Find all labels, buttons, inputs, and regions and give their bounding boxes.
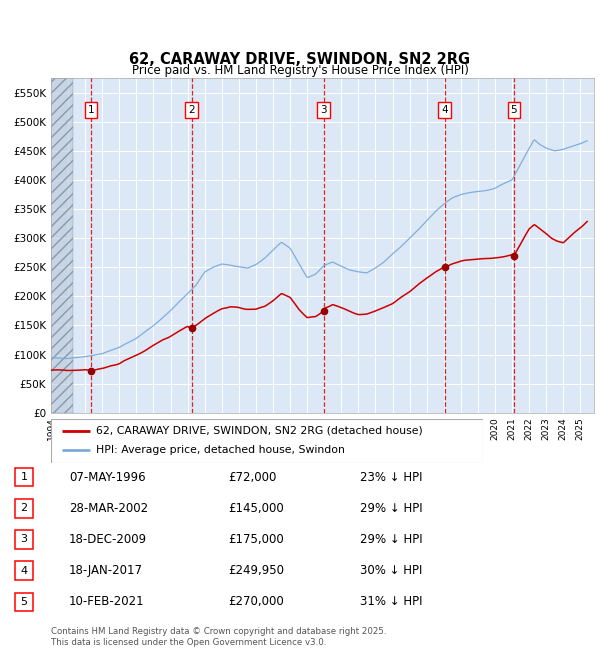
Text: 18-DEC-2009: 18-DEC-2009: [69, 533, 147, 546]
Text: 3: 3: [320, 105, 327, 115]
Text: 3: 3: [20, 534, 28, 545]
Text: Contains HM Land Registry data © Crown copyright and database right 2025.
This d: Contains HM Land Registry data © Crown c…: [51, 627, 386, 647]
Text: £72,000: £72,000: [228, 471, 277, 484]
Text: 29% ↓ HPI: 29% ↓ HPI: [360, 502, 422, 515]
Text: £249,950: £249,950: [228, 564, 284, 577]
Text: 1: 1: [20, 472, 28, 482]
Text: 18-JAN-2017: 18-JAN-2017: [69, 564, 143, 577]
Text: 10-FEB-2021: 10-FEB-2021: [69, 595, 145, 608]
Text: £145,000: £145,000: [228, 502, 284, 515]
Text: 28-MAR-2002: 28-MAR-2002: [69, 502, 148, 515]
Text: 2: 2: [188, 105, 195, 115]
Text: 31% ↓ HPI: 31% ↓ HPI: [360, 595, 422, 608]
Text: 07-MAY-1996: 07-MAY-1996: [69, 471, 146, 484]
Text: 62, CARAWAY DRIVE, SWINDON, SN2 2RG: 62, CARAWAY DRIVE, SWINDON, SN2 2RG: [130, 52, 470, 67]
Text: £270,000: £270,000: [228, 595, 284, 608]
Text: 2: 2: [20, 503, 28, 514]
Text: HPI: Average price, detached house, Swindon: HPI: Average price, detached house, Swin…: [97, 445, 345, 456]
Text: 30% ↓ HPI: 30% ↓ HPI: [360, 564, 422, 577]
Text: 62, CARAWAY DRIVE, SWINDON, SN2 2RG (detached house): 62, CARAWAY DRIVE, SWINDON, SN2 2RG (det…: [97, 426, 423, 436]
Text: 5: 5: [20, 597, 28, 607]
Bar: [51, 78, 73, 413]
Text: 5: 5: [511, 105, 517, 115]
Text: 4: 4: [441, 105, 448, 115]
Text: 23% ↓ HPI: 23% ↓ HPI: [360, 471, 422, 484]
Text: Price paid vs. HM Land Registry's House Price Index (HPI): Price paid vs. HM Land Registry's House …: [131, 64, 469, 77]
Text: £175,000: £175,000: [228, 533, 284, 546]
Text: 4: 4: [20, 566, 28, 576]
Bar: [51, 78, 73, 413]
Text: 1: 1: [88, 105, 94, 115]
Text: 29% ↓ HPI: 29% ↓ HPI: [360, 533, 422, 546]
